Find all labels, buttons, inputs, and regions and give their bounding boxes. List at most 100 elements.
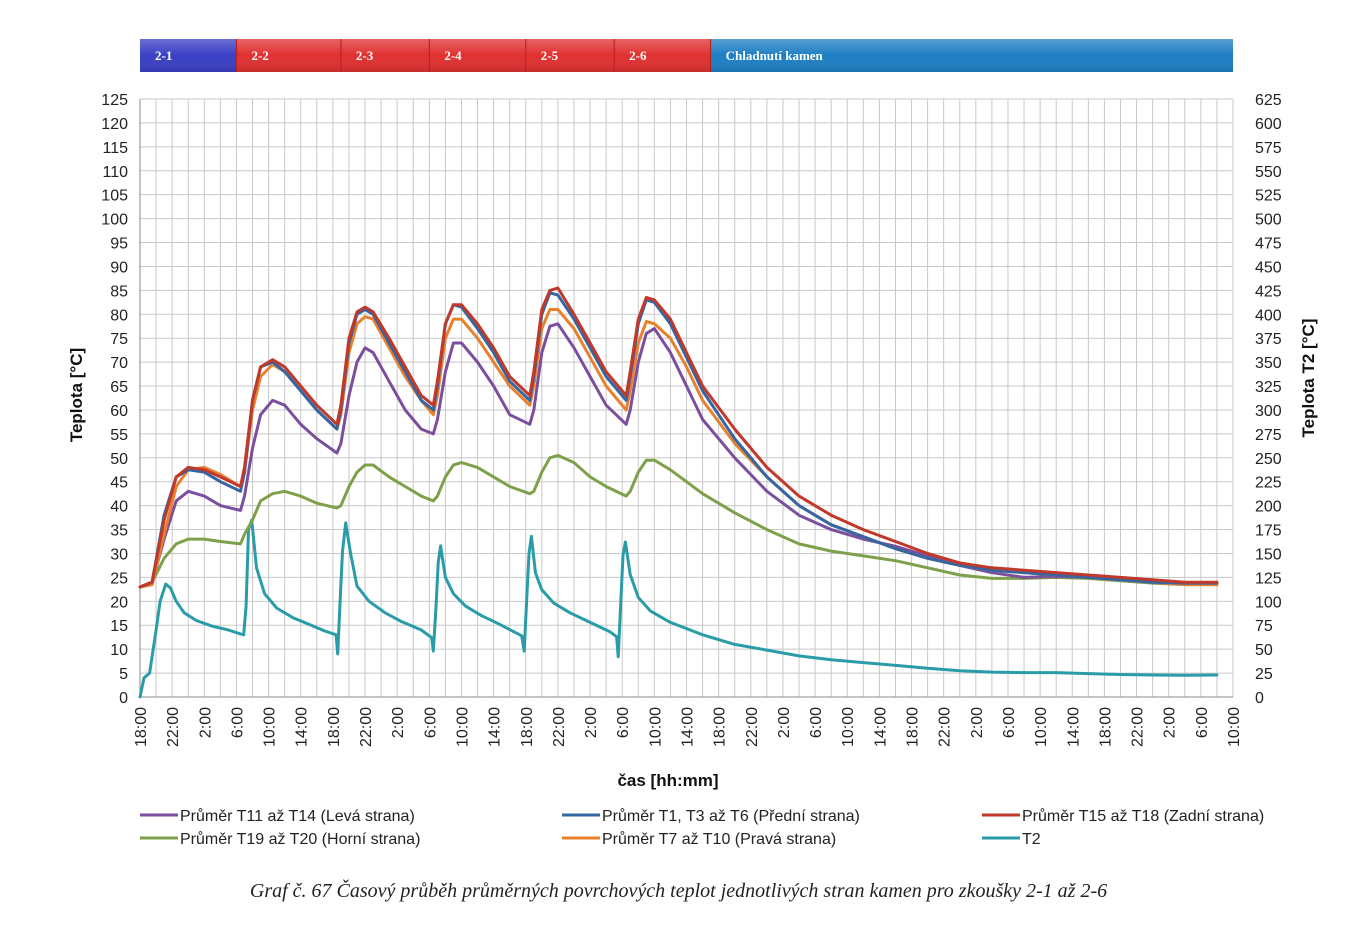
y2-tick-label: 250 [1255, 451, 1282, 468]
y-tick-label: 5 [119, 666, 128, 683]
y2-tick-label: 600 [1255, 116, 1282, 133]
phase-label: 2-2 [251, 48, 268, 63]
phase-label: 2-5 [541, 48, 559, 63]
y2-tick-label: 375 [1255, 331, 1282, 348]
y-tick-label: 20 [110, 594, 128, 611]
y2-tick-label: 300 [1255, 403, 1282, 420]
x-tick-label: 2:00 [1162, 707, 1179, 738]
y2-tick-label: 150 [1255, 546, 1282, 563]
y-tick-label: 125 [101, 92, 128, 109]
y2-tick-label: 225 [1255, 475, 1282, 492]
x-tick-label: 6:00 [615, 707, 632, 738]
y2-tick-label: 125 [1255, 570, 1282, 587]
x-tick-label: 22:00 [165, 707, 182, 747]
phase-label: 2-1 [155, 48, 172, 63]
x-tick-label: 10:00 [1033, 707, 1050, 747]
legend-label: Průměr T19 až T20 (Horní strana) [180, 830, 420, 848]
x-tick-label: 10:00 [647, 707, 664, 747]
x-tick-label: 18:00 [519, 707, 536, 747]
y-tick-label: 90 [110, 259, 128, 276]
y2-tick-label: 625 [1255, 92, 1282, 109]
y2-tick-label: 0 [1255, 690, 1264, 707]
x-axis-title: čas [hh:mm] [617, 771, 718, 790]
x-tick-label: 22:00 [358, 707, 375, 747]
legend-label: Průměr T15 až T18 (Zadní strana) [1022, 807, 1264, 825]
y2-tick-label: 200 [1255, 499, 1282, 516]
y2-tick-label: 475 [1255, 236, 1282, 253]
y-tick-label: 70 [110, 355, 128, 372]
phase-segment-shade [614, 39, 711, 72]
y-axis-left: 0 5 10 15 20 25 30 35 40 45 50 55 60 65 70 75 80 85 90 95 10… [101, 92, 128, 707]
x-tick-label: 22:00 [551, 707, 568, 747]
x-tick-label: 10:00 [1226, 707, 1243, 747]
series-line [138, 453, 1219, 589]
x-tick-label: 6:00 [808, 707, 825, 738]
y2-tick-label: 325 [1255, 379, 1282, 396]
x-tick-label: 18:00 [905, 707, 922, 747]
x-tick-label: 10:00 [840, 707, 857, 747]
x-tick-label: 2:00 [390, 707, 407, 738]
y-tick-label: 85 [110, 283, 128, 300]
y2-tick-label: 50 [1255, 642, 1273, 659]
phase-segment-shade [236, 39, 341, 72]
phase-label: 2-3 [356, 48, 374, 63]
y2-tick-label: 175 [1255, 523, 1282, 540]
y-tick-label: 0 [119, 690, 128, 707]
y2-tick-label: 400 [1255, 307, 1282, 324]
y-tick-label: 40 [110, 499, 128, 516]
x-tick-label: 14:00 [1065, 707, 1082, 747]
y-tick-label: 50 [110, 451, 128, 468]
x-tick-label: 2:00 [197, 707, 214, 738]
x-tick-label: 2:00 [583, 707, 600, 738]
temperature-chart: 2-1 2-2 2-3 2-4 2-5 2-6 Chladnutí kamen 0 5 10 15… [67, 39, 1318, 848]
y-tick-label: 15 [110, 618, 128, 635]
y-tick-label: 95 [110, 236, 128, 253]
x-tick-label: 2:00 [969, 707, 986, 738]
y-tick-label: 115 [102, 140, 128, 157]
legend-label: T2 [1022, 831, 1041, 848]
y2-tick-label: 525 [1255, 188, 1282, 205]
figure-caption: Graf č. 67 Časový průběh průměrných povr… [249, 880, 1108, 902]
y2-tick-label: 550 [1255, 164, 1282, 181]
y2-tick-label: 275 [1255, 427, 1282, 444]
y-tick-label: 65 [110, 379, 128, 396]
y2-tick-label: 75 [1255, 618, 1273, 635]
legend-label: Průměr T11 až T14 (Levá strana) [180, 807, 415, 825]
grid [139, 98, 1234, 698]
y-tick-label: 45 [110, 475, 128, 492]
phase-label: Chladnutí kamen [726, 48, 824, 63]
y-axis-right: 0 25 50 75 100 125 150 175 200 225 250 275 300 325 350… [1255, 92, 1282, 707]
legend-label: Průměr T1, T3 až T6 (Přední strana) [602, 807, 860, 825]
phase-label: 2-4 [444, 48, 462, 63]
y-tick-label: 60 [110, 403, 128, 420]
x-tick-label: 22:00 [937, 707, 954, 747]
phase-segment-shade [710, 39, 1233, 72]
series-line [138, 308, 1219, 589]
x-tick-label: 2:00 [776, 707, 793, 738]
y2-axis-title: Teplota T2 [°C] [1299, 319, 1318, 438]
y-tick-label: 105 [101, 188, 128, 205]
y2-tick-label: 425 [1255, 283, 1282, 300]
y-tick-label: 25 [110, 570, 128, 587]
y2-tick-label: 450 [1255, 259, 1282, 276]
series-line [138, 286, 1219, 589]
phase-label: 2-6 [629, 48, 647, 63]
phase-segment-shade [525, 39, 615, 72]
x-tick-label: 18:00 [712, 707, 729, 747]
x-tick-label: 18:00 [133, 707, 150, 747]
x-tick-label: 14:00 [680, 707, 697, 747]
phase-segment-shade [340, 39, 430, 72]
legend: Průměr T11 až T14 (Levá strana) Průměr T1… [140, 807, 1264, 848]
series-line [138, 518, 1219, 699]
y-axis-title: Teplota [°C] [67, 348, 86, 442]
x-tick-label: 10:00 [454, 707, 471, 747]
y-tick-label: 10 [110, 642, 128, 659]
x-tick-label: 14:00 [294, 707, 311, 747]
y-tick-label: 35 [110, 523, 128, 540]
y-tick-label: 120 [101, 116, 128, 133]
phase-segment-shade [429, 39, 526, 72]
y-tick-label: 110 [102, 164, 128, 181]
phase-segment-shade [140, 39, 237, 72]
x-tick-label: 10:00 [262, 707, 279, 747]
y2-tick-label: 500 [1255, 212, 1282, 229]
